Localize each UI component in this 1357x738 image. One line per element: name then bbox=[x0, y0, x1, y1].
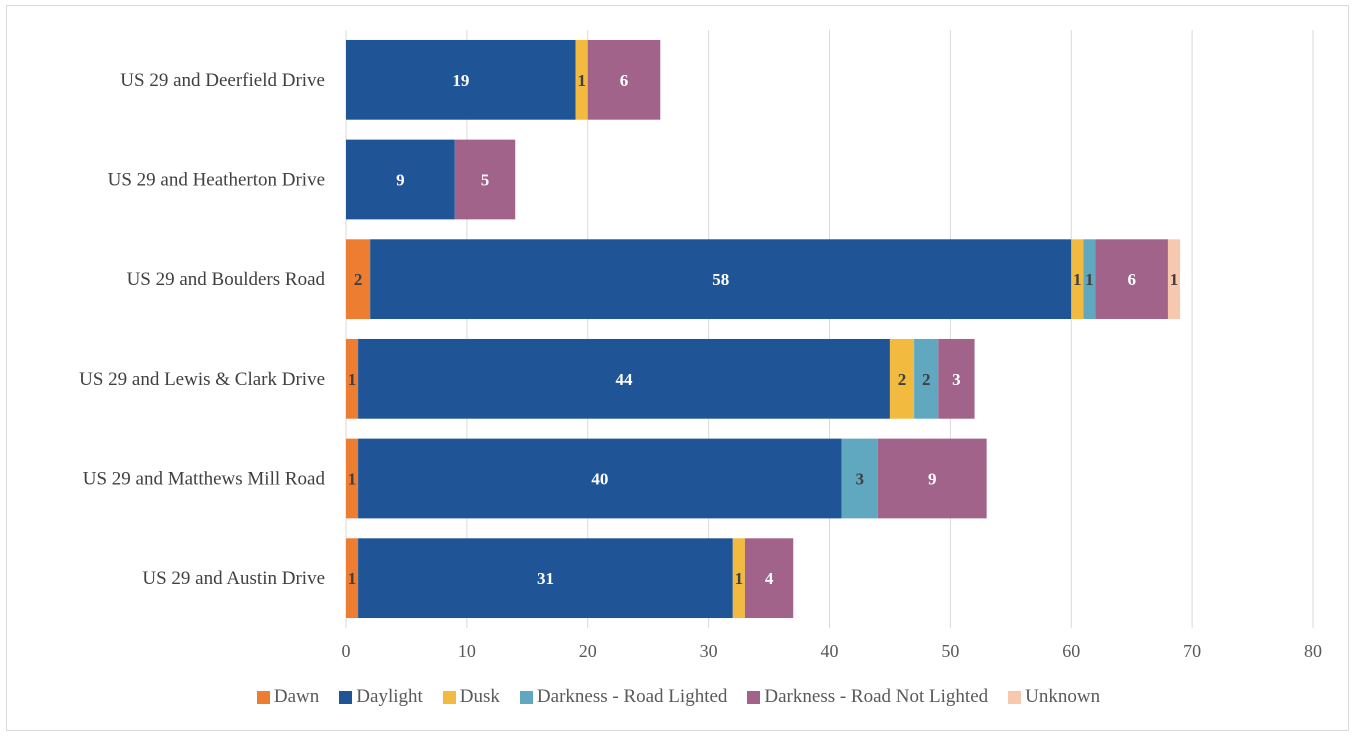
legend-label: Dusk bbox=[459, 686, 500, 707]
data-label: 1 bbox=[1085, 270, 1094, 289]
x-tick-label: 80 bbox=[1304, 641, 1322, 661]
data-label: 1 bbox=[348, 370, 357, 389]
legend-item: Darkness - Road Lighted bbox=[519, 686, 728, 708]
data-label: 1 bbox=[1170, 270, 1179, 289]
legend-item: Dawn bbox=[256, 686, 320, 708]
x-tick-label: 30 bbox=[700, 641, 718, 661]
data-label: 44 bbox=[616, 370, 634, 389]
bar-segment bbox=[1095, 239, 1168, 320]
bar-segment bbox=[346, 538, 359, 619]
data-label: 19 bbox=[452, 71, 469, 90]
category-label: US 29 and Lewis & Clark Drive bbox=[79, 369, 325, 390]
data-label: 9 bbox=[928, 470, 937, 489]
legend-item: Unknown bbox=[1008, 686, 1100, 708]
data-label: 4 bbox=[765, 569, 774, 588]
bar-segment bbox=[346, 139, 455, 220]
x-tick-label: 50 bbox=[941, 641, 959, 661]
bar-segment bbox=[346, 438, 359, 519]
bar-segment bbox=[732, 538, 745, 619]
data-label: 2 bbox=[898, 370, 907, 389]
bar-segment bbox=[587, 39, 661, 120]
bar-segment bbox=[914, 338, 939, 419]
legend-item: Darkness - Road Not Lighted bbox=[747, 686, 988, 708]
bar-segment bbox=[346, 239, 371, 320]
data-label: 2 bbox=[354, 270, 363, 289]
bar-segment bbox=[938, 338, 975, 419]
legend-label: Daylight bbox=[356, 686, 423, 707]
legend: Dawn Daylight Dusk Darkness - Road Lighted D… bbox=[0, 686, 1357, 708]
bar-segment bbox=[877, 438, 987, 519]
data-label: 1 bbox=[577, 71, 586, 90]
data-label: 6 bbox=[1127, 270, 1136, 289]
legend-swatch bbox=[256, 690, 270, 704]
legend-label: Dawn bbox=[273, 686, 320, 707]
x-tick-label: 60 bbox=[1062, 641, 1080, 661]
bar-segment bbox=[575, 39, 588, 120]
bars bbox=[346, 39, 1181, 619]
bar-segment bbox=[841, 438, 878, 519]
legend-swatch bbox=[747, 690, 761, 704]
data-label: 1 bbox=[348, 470, 357, 489]
data-label: 40 bbox=[591, 470, 608, 489]
category-label: US 29 and Austin Drive bbox=[142, 568, 325, 589]
bar-segment bbox=[358, 338, 890, 419]
x-axis-ticks: 0 10 20 30 40 50 60 70 80 bbox=[342, 641, 1323, 661]
bar-segment bbox=[1083, 239, 1096, 320]
legend-item: Dusk bbox=[442, 686, 500, 708]
x-tick-label: 20 bbox=[579, 641, 597, 661]
legend-label: Unknown bbox=[1025, 686, 1101, 707]
x-tick-label: 40 bbox=[821, 641, 839, 661]
bar-segment bbox=[358, 538, 733, 619]
data-label: 3 bbox=[952, 370, 961, 389]
x-tick-label: 10 bbox=[458, 641, 476, 661]
legend-swatch bbox=[519, 690, 533, 704]
legend-swatch bbox=[339, 690, 353, 704]
data-labels: 19 1 69 52 58 1 1 6 11 44 2 2 31 40 3 91 31 1 4 bbox=[348, 71, 1178, 588]
data-label: 1 bbox=[735, 569, 744, 588]
gridlines bbox=[345, 30, 1314, 628]
data-label: 3 bbox=[855, 470, 864, 489]
legend-label: Darkness - Road Lighted bbox=[536, 686, 728, 707]
category-label: US 29 and Boulders Road bbox=[127, 269, 326, 290]
bar-segment bbox=[370, 239, 1072, 320]
bar-segment bbox=[346, 39, 576, 120]
data-label: 5 bbox=[481, 171, 490, 190]
category-label: US 29 and Heatherton Drive bbox=[108, 170, 325, 191]
bar-segment bbox=[1167, 239, 1181, 320]
bar-segment bbox=[889, 338, 915, 419]
legend-label: Darkness - Road Not Lighted bbox=[764, 686, 989, 707]
bar-segment bbox=[358, 438, 842, 519]
legend-swatch bbox=[442, 690, 456, 704]
data-label: 1 bbox=[1073, 270, 1082, 289]
x-tick-label: 70 bbox=[1183, 641, 1201, 661]
data-label: 9 bbox=[396, 171, 405, 190]
data-label: 2 bbox=[922, 370, 931, 389]
bar-segment bbox=[1071, 239, 1084, 320]
data-label: 58 bbox=[712, 270, 729, 289]
bar-segment bbox=[744, 538, 794, 619]
data-label: 31 bbox=[537, 569, 554, 588]
bar-segment bbox=[346, 338, 359, 419]
data-label: 1 bbox=[348, 569, 357, 588]
category-labels: US 29 and Deerfield Drive US 29 and Heath… bbox=[79, 70, 325, 589]
category-label: US 29 and Deerfield Drive bbox=[120, 70, 325, 91]
legend-swatch bbox=[1008, 690, 1022, 704]
data-label: 6 bbox=[620, 71, 629, 90]
legend-item: Daylight bbox=[339, 686, 423, 708]
category-label: US 29 and Matthews Mill Road bbox=[83, 469, 326, 490]
x-tick-label: 0 bbox=[342, 641, 351, 661]
bar-segment bbox=[454, 139, 516, 220]
